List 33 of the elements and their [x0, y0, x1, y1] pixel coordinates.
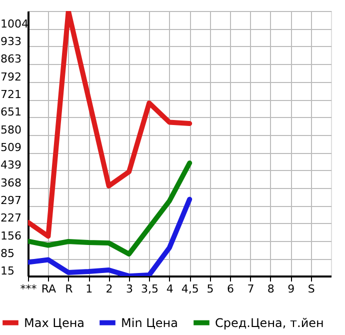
y-tick-label: 792: [0, 70, 22, 84]
y-tick-label: 15: [0, 264, 14, 278]
x-tick-label: 3,5: [140, 282, 158, 296]
legend-label: Max Цена: [24, 316, 85, 330]
x-tick-label: 4: [166, 282, 174, 296]
y-tick-label: 227: [0, 212, 22, 224]
y-tick-label: 580: [0, 123, 22, 136]
y-tick-label: 156: [0, 229, 22, 242]
x-tick-label: 7: [247, 282, 254, 296]
y-tick-label: 509: [0, 141, 22, 154]
x-tick-label: S: [308, 282, 315, 296]
x-tick-label: 2: [106, 282, 113, 296]
x-tick-label: 1: [86, 282, 93, 296]
y-tick-label: 651: [0, 106, 22, 118]
x-tick-label: 9: [288, 282, 295, 296]
y-tick-label: 439: [0, 158, 22, 172]
x-tick-label: RA: [41, 282, 57, 296]
x-tick-label: 8: [267, 282, 274, 296]
x-tick-label: 6: [227, 282, 234, 296]
y-tick-label: 933: [0, 35, 22, 48]
x-tick-label: 5: [206, 282, 214, 296]
y-tick-label: 85: [0, 247, 14, 260]
y-tick-label: 297: [0, 194, 22, 207]
y-tick-label: 1004: [0, 17, 28, 30]
x-tick-label: R: [65, 282, 74, 296]
x-tick-label: 3: [126, 282, 133, 296]
y-tick-label: 863: [0, 52, 22, 66]
x-tick-label: 4,5: [181, 282, 199, 296]
y-tick-label: 368: [0, 176, 22, 190]
x-tick-label: ***: [20, 282, 38, 296]
legend-label: Сред.Цена, т.йен: [215, 316, 324, 330]
legend-label: Min Цена: [121, 316, 178, 330]
y-tick-label: 721: [0, 88, 22, 101]
